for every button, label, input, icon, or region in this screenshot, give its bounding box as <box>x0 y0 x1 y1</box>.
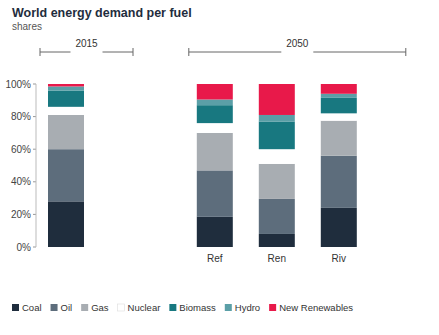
bar-segment <box>321 208 357 247</box>
y-tick-label: 80% <box>11 111 31 122</box>
group-bracket <box>133 48 134 56</box>
y-tick-label: 20% <box>11 209 31 220</box>
legend-swatch <box>81 304 88 311</box>
bar-segment <box>48 201 84 247</box>
bar-segment <box>48 107 84 115</box>
bar-segment <box>321 121 357 156</box>
bar-segment <box>48 84 84 86</box>
bar-segment <box>197 170 233 216</box>
bar-segment <box>259 84 295 115</box>
legend-label: Hydro <box>235 302 260 313</box>
x-tick-label: Ref <box>207 253 223 264</box>
y-axis <box>36 84 37 247</box>
bar-segment <box>48 86 84 90</box>
legend-label: Nuclear <box>128 302 161 313</box>
bar-segment <box>197 217 233 247</box>
group-label: 2015 <box>75 38 98 49</box>
legend-label: New Renewables <box>279 302 353 313</box>
bars <box>48 84 357 247</box>
bar-segment <box>321 156 357 208</box>
group-bracket <box>40 48 41 56</box>
bar-segment <box>197 123 233 133</box>
bar-segment <box>321 84 357 94</box>
title: World energy demand per fuel <box>12 6 192 20</box>
x-tick-label: Riv <box>332 253 346 264</box>
bar-segment <box>259 164 295 199</box>
legend-swatch <box>269 304 276 311</box>
bar-segment <box>259 115 295 122</box>
legend-label: Gas <box>91 302 109 313</box>
bar-segment <box>259 199 295 234</box>
legend-swatch <box>51 304 58 311</box>
legend-label: Coal <box>22 302 42 313</box>
bar-segment <box>321 98 357 113</box>
legend-swatch <box>169 304 176 311</box>
legend-swatch <box>12 304 19 311</box>
bar-segment <box>48 149 84 201</box>
group-bracket <box>405 48 406 56</box>
bar-segment <box>48 91 84 107</box>
bar-segment <box>259 121 295 149</box>
bar-segment <box>48 115 84 149</box>
x-tick-label: Ren <box>268 253 286 264</box>
legend-label: Oil <box>61 302 73 313</box>
bar-segment <box>321 113 357 120</box>
y-tick-label: 0% <box>17 242 32 253</box>
legend: Coal Oil Gas Nuclear Biomass Hydro New Renewab… <box>12 302 353 313</box>
bar-segment <box>259 149 295 164</box>
bar-segment <box>197 99 233 105</box>
bar-segment <box>197 133 233 170</box>
legend-label: Biomass <box>179 302 216 313</box>
y-tick-label: 60% <box>11 144 31 155</box>
bar-segment <box>197 84 233 99</box>
legend-swatch <box>118 304 125 311</box>
legend-swatch <box>225 304 232 311</box>
bar-segment <box>259 234 295 247</box>
subtitle: shares <box>12 21 42 32</box>
y-tick-label: 40% <box>11 176 31 187</box>
group-label: 2050 <box>286 38 309 49</box>
group-bracket <box>188 48 189 56</box>
bar-segment <box>321 94 357 98</box>
chart: World energy demand per fuelshares 2015 20… <box>0 0 439 335</box>
bar-segment <box>197 105 233 123</box>
y-tick-label: 100% <box>5 79 31 90</box>
